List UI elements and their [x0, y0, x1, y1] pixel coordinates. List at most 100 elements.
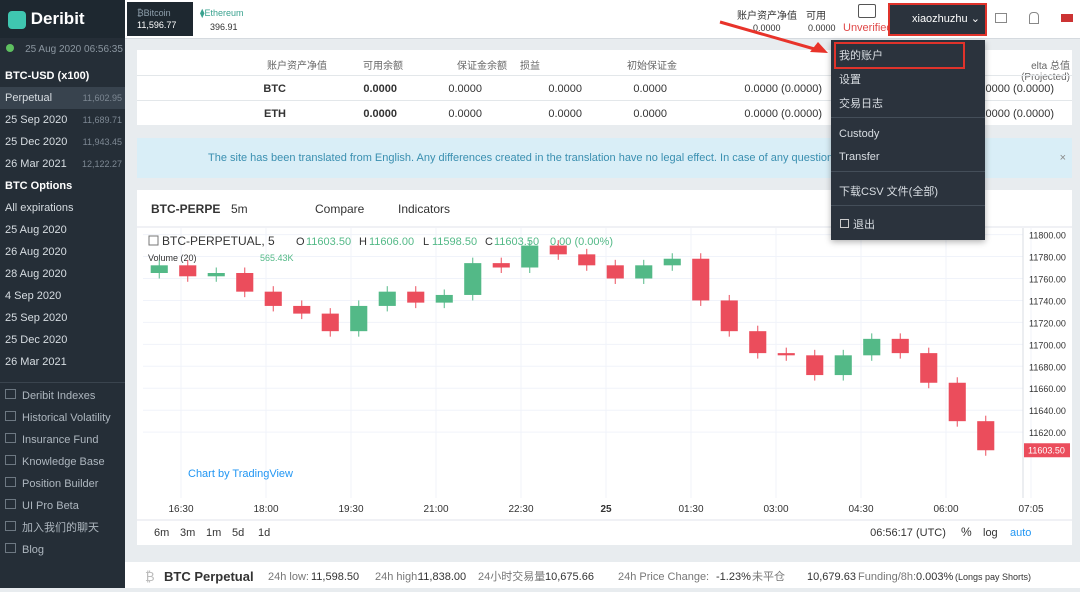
- candle: [179, 259, 197, 282]
- option-row[interactable]: 25 Aug 2020: [5, 224, 67, 236]
- option-row[interactable]: 25 Dec 2020: [5, 334, 68, 346]
- currency-label: ETH: [264, 108, 286, 120]
- option-row[interactable]: 4 Sep 2020: [5, 290, 62, 302]
- log-toggle[interactable]: log: [983, 527, 998, 539]
- candle-body: [407, 291, 425, 303]
- link-row[interactable]: Deribit Indexes: [0, 385, 125, 407]
- future-row[interactable]: Perpetual 11,602.95: [0, 87, 125, 109]
- option-row[interactable]: 28 Aug 2020: [5, 268, 67, 280]
- candle: [492, 257, 510, 273]
- legend-change: 0.00 (0.00%): [550, 236, 613, 248]
- row-line: [137, 100, 1072, 101]
- candle: [350, 300, 368, 337]
- range-button[interactable]: 3m: [180, 527, 195, 539]
- candle: [948, 377, 966, 427]
- menu-item[interactable]: 交易日志: [839, 98, 883, 110]
- candle: [521, 240, 539, 273]
- future-name: 26 Mar 2021: [5, 158, 67, 170]
- candle: [977, 415, 995, 456]
- timestamp: 25 Aug 2020 06:56:35: [25, 44, 123, 55]
- link-row[interactable]: Insurance Fund: [0, 429, 125, 451]
- interval[interactable]: 5m: [231, 202, 248, 216]
- range-button[interactable]: 1m: [206, 527, 221, 539]
- candle-body: [891, 338, 909, 354]
- section-title: BTC-USD (x100): [5, 70, 90, 82]
- indicators-button[interactable]: Indicators: [398, 202, 450, 216]
- candle-body: [635, 265, 653, 279]
- balance-value: 0.0000 (0.0000): [976, 108, 1054, 120]
- stat-value: -1.23%: [716, 571, 751, 583]
- stat-value: 0.0000: [808, 23, 836, 33]
- symbol[interactable]: BTC-PERPE: [151, 202, 220, 216]
- future-row[interactable]: 25 Sep 2020 11,689.71: [0, 109, 125, 131]
- option-row[interactable]: 25 Sep 2020: [5, 312, 68, 324]
- menu-item[interactable]: 下载CSV 文件(全部): [839, 186, 938, 198]
- candle: [720, 294, 738, 337]
- close-icon[interactable]: ×: [1059, 152, 1066, 164]
- option-row[interactable]: All expirations: [5, 202, 74, 214]
- candle-body: [150, 265, 168, 273]
- monitor-icon[interactable]: [995, 13, 1007, 23]
- table-header: elta 总值 (Projected): [1021, 61, 1070, 83]
- collapse-icon[interactable]: [148, 235, 159, 246]
- auto-toggle[interactable]: auto: [1010, 527, 1031, 539]
- link-row[interactable]: UI Pro Beta: [0, 495, 125, 517]
- link-label: Insurance Fund: [22, 434, 99, 446]
- stat-value: 10,679.63: [807, 571, 856, 583]
- y-tick-label: 11700.00: [1029, 340, 1066, 350]
- candle: [777, 347, 795, 361]
- candle-body: [236, 273, 254, 292]
- balance-value: 0.0000: [548, 83, 582, 95]
- menu-item[interactable]: 我的账户: [839, 50, 883, 62]
- flag-icon[interactable]: [1061, 14, 1073, 22]
- x-tick-label: 03:00: [763, 504, 788, 515]
- candle: [749, 325, 767, 359]
- menu-item[interactable]: Custody: [839, 128, 880, 140]
- link-row[interactable]: Knowledge Base: [0, 451, 125, 473]
- menu-item[interactable]: Transfer: [839, 151, 880, 163]
- menu-item[interactable]: 退出: [853, 219, 875, 231]
- brand: Deribit: [30, 9, 85, 28]
- compare-button[interactable]: Compare: [315, 202, 365, 216]
- annotation-arrowhead: [810, 42, 828, 53]
- link-row[interactable]: Historical Volatility: [0, 407, 125, 429]
- link-icon: [5, 411, 16, 421]
- y-tick-label: 11800.00: [1029, 231, 1066, 241]
- candle-body: [492, 263, 510, 268]
- row-line: [137, 75, 1072, 76]
- x-tick-label: 22:30: [508, 504, 533, 515]
- option-row[interactable]: 26 Aug 2020: [5, 246, 67, 258]
- range-button[interactable]: 5d: [232, 527, 244, 539]
- link-row[interactable]: Position Builder: [0, 473, 125, 495]
- ticker-name[interactable]: ⧫Ethereum: [200, 8, 244, 18]
- candle: [891, 333, 909, 359]
- table-header: 可用余额: [363, 61, 403, 72]
- bell-icon[interactable]: [1029, 12, 1039, 24]
- link-row[interactable]: Blog: [0, 539, 125, 561]
- future-row[interactable]: 26 Mar 2021 12,122.27: [0, 153, 125, 175]
- future-price: 11,602.95: [82, 93, 122, 103]
- logo[interactable]: Deribit: [0, 0, 125, 38]
- last-price-tag: [1024, 443, 1070, 458]
- percent-toggle[interactable]: %: [961, 525, 972, 539]
- candle-body: [806, 355, 824, 376]
- candle-body: [521, 245, 539, 268]
- link-icon: [5, 543, 16, 553]
- tradingview-credit[interactable]: Chart by TradingView: [188, 468, 293, 480]
- clock: 06:56:17 (UTC): [870, 527, 946, 539]
- legend-label: H: [359, 236, 367, 248]
- ticker[interactable]: ₿Bitcoin 11,596.77: [127, 2, 193, 36]
- ticker-name: ₿Bitcoin: [137, 8, 171, 18]
- candle-body: [692, 258, 710, 301]
- verification-status[interactable]: Unverified: [843, 22, 893, 34]
- menu-item[interactable]: 设置: [839, 74, 861, 86]
- candle-body: [720, 300, 738, 332]
- user-button[interactable]: xiaozhuzhu ⌄: [888, 3, 987, 36]
- range-button[interactable]: 6m: [154, 527, 169, 539]
- annotation-arrow: [719, 20, 819, 52]
- future-row[interactable]: 25 Dec 2020 11,943.45: [0, 131, 125, 153]
- link-row[interactable]: 加入我们的聊天: [0, 517, 125, 539]
- stat-label: 可用: [806, 11, 826, 22]
- range-button[interactable]: 1d: [258, 527, 270, 539]
- option-row[interactable]: 26 Mar 2021: [5, 356, 67, 368]
